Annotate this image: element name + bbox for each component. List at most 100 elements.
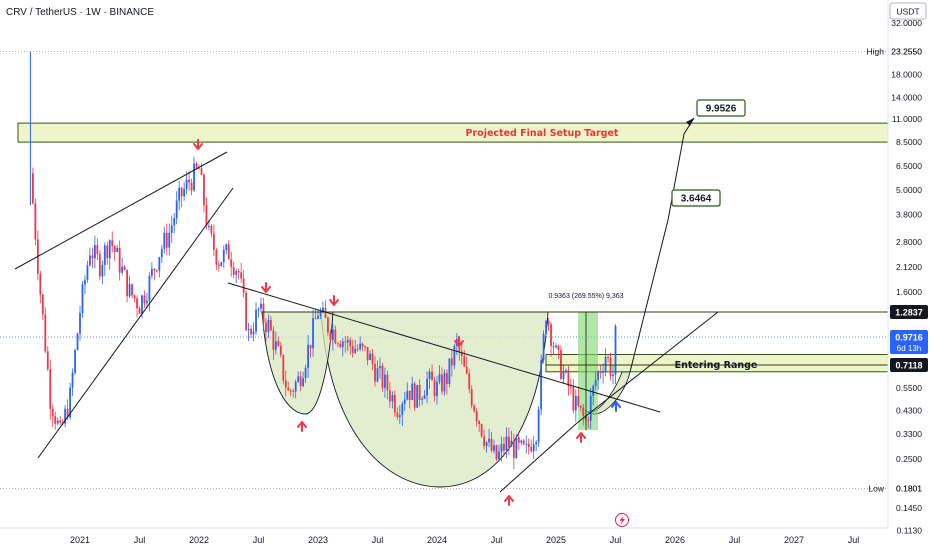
candle-body	[478, 421, 481, 425]
target-2-box	[696, 99, 746, 117]
candle-body	[292, 390, 295, 392]
candle-body	[614, 325, 617, 371]
candle-body	[406, 390, 409, 400]
candle-body	[84, 279, 86, 285]
price-axis[interactable]: USDT 32.0000 23.2550 18.0000 14.0000 11.0000…	[867, 2, 928, 535]
candle-body	[225, 244, 228, 250]
candle-body	[614, 370, 617, 375]
price-tick-label: 2.8000	[896, 237, 922, 247]
measure-box	[578, 312, 598, 431]
candle-body	[195, 163, 198, 168]
candle-body	[374, 363, 376, 382]
candle-body	[89, 255, 91, 266]
currency-button[interactable]	[889, 2, 927, 20]
price-tick-label: 14.0000	[891, 92, 922, 102]
level-2-text: 0.7118	[895, 361, 922, 371]
candle-body	[490, 438, 493, 451]
candle-body	[247, 328, 250, 330]
candle-body	[299, 376, 302, 387]
candle-body	[190, 182, 193, 191]
candle-body	[208, 225, 210, 227]
candle-body	[150, 268, 153, 276]
candle-body	[361, 343, 364, 347]
candle-body	[473, 405, 476, 412]
candle-body	[49, 369, 52, 409]
price-tick-label: 5.0000	[896, 185, 922, 195]
candle-body	[101, 264, 104, 277]
candle-body	[582, 407, 585, 416]
candle-body	[252, 331, 255, 335]
candle-body	[396, 412, 399, 418]
candle-body	[255, 309, 257, 332]
candle-body	[475, 411, 478, 422]
candle-body	[522, 440, 525, 445]
candle-body	[39, 273, 42, 295]
time-axis[interactable]: 2021 Jul 2022 Jul 2023 Jul 2024 Jul 2025 Jul 2026 J…	[70, 535, 859, 545]
candle-body	[376, 368, 379, 382]
price-tick-label: 18.0000	[891, 70, 922, 80]
target-zone	[17, 122, 889, 143]
candle-body	[510, 440, 513, 447]
countdown-text: 6d 13h	[897, 344, 921, 353]
candle-body	[572, 386, 575, 411]
candle-body	[431, 371, 433, 381]
candle-body	[284, 380, 287, 388]
annotations: Projected Final Setup Target Entering Ran…	[193, 99, 758, 506]
candle-body	[450, 358, 453, 366]
candle-body	[349, 339, 352, 347]
candle-body	[46, 351, 49, 370]
candle-body	[542, 333, 545, 361]
candle-body	[210, 225, 213, 234]
candle-body	[520, 440, 523, 443]
target-1-box	[671, 189, 721, 207]
candle-body	[428, 371, 431, 379]
entry-zone-label: Entering Range	[675, 360, 758, 371]
candle-body	[341, 341, 344, 348]
candle-body	[540, 360, 543, 410]
time-tick-label: 2023	[308, 535, 328, 545]
candle-body	[66, 408, 69, 418]
candle-body	[532, 444, 535, 452]
time-tick-label: Jul	[848, 535, 860, 545]
level-1-text: 1.2837	[895, 308, 923, 318]
candle-body	[205, 205, 208, 227]
price-tick-label: 0.4300	[896, 405, 922, 415]
candle-body	[168, 232, 171, 248]
candle-body	[525, 443, 528, 445]
candle-body	[488, 438, 490, 443]
candle-body	[599, 372, 602, 374]
candle-body	[265, 322, 267, 333]
candle-body	[336, 343, 339, 345]
candle-body	[44, 314, 47, 352]
candle-body	[436, 381, 438, 397]
candle-body	[250, 328, 252, 335]
ascending-trendline	[499, 422, 578, 493]
candle-body	[175, 200, 178, 219]
lightning-icon[interactable]	[615, 513, 629, 527]
measure-label: 0.9363 (269.55%) 9,363	[548, 293, 623, 300]
candle-body	[483, 436, 486, 446]
candle-body	[287, 387, 290, 391]
candle-body	[155, 270, 158, 272]
candle-body	[500, 443, 503, 452]
candle-body	[41, 294, 44, 315]
candle-body	[116, 247, 119, 252]
candle-body	[552, 346, 555, 348]
candle-body	[235, 271, 238, 275]
level-2-badge	[890, 358, 928, 372]
candle-body	[398, 415, 401, 418]
candle-body	[413, 383, 416, 408]
candle-body	[282, 354, 285, 381]
candle-body	[441, 374, 443, 392]
level-1-badge	[890, 305, 928, 319]
candle-body	[503, 443, 505, 451]
candle-body	[460, 351, 463, 357]
candle-body	[356, 348, 359, 350]
candle-body	[574, 395, 577, 411]
candle-body	[433, 380, 436, 397]
up-arrow-blue	[611, 401, 621, 412]
candle-body	[180, 187, 183, 197]
candle-body	[418, 384, 421, 400]
candle-body	[537, 409, 540, 443]
